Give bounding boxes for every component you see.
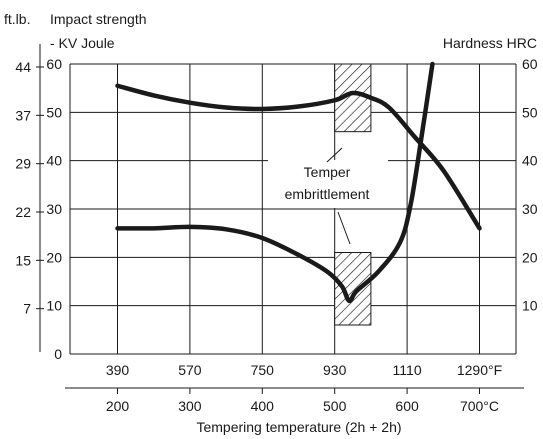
y-left-tick-label: 50 <box>46 104 62 120</box>
axes: 0 10 20 30 40 50 60 7 15 22 29 37 44 10 20 30 40 50 60 390 5… <box>15 44 538 414</box>
temper-embrittlement-annotation: Temper embrittlement <box>268 147 388 245</box>
ftlb-tick-label: 22 <box>15 204 31 220</box>
ftlb-tick-label: 15 <box>15 252 31 268</box>
annotation-leader-upper <box>326 147 343 163</box>
x-celsius-tick-label: 700°C <box>460 398 499 414</box>
y-left-tick-label: 40 <box>46 153 62 169</box>
x-fahrenheit-tick-label: 1110 <box>393 362 422 378</box>
ftlb-tick-label: 44 <box>15 59 31 75</box>
y-left-tick-label: 10 <box>46 298 62 314</box>
x-fahrenheit-tick-label: 930 <box>323 362 347 378</box>
x-fahrenheit-tick-label: 1290°F <box>457 362 502 378</box>
y-right-tick-label: 60 <box>522 56 538 72</box>
shaded-zone-lower <box>334 252 372 326</box>
x-axis-title: Tempering temperature (2h + 2h) <box>196 419 401 435</box>
x-celsius-tick-label: 500 <box>323 398 347 414</box>
y-left-tick-label: 0 <box>54 346 62 362</box>
ftlb-tick-label: 7 <box>23 301 31 317</box>
left-unit-label: ft.lb. <box>4 11 30 27</box>
ftlb-tick-label: 29 <box>15 156 31 172</box>
left-axis-title-line2: - KV Joule <box>50 35 115 51</box>
right-axis-title: Hardness HRC <box>443 35 537 51</box>
annotation-line1: Temper <box>304 164 351 180</box>
x-celsius-tick-label: 200 <box>106 398 130 414</box>
y-right-tick-label: 10 <box>522 298 538 314</box>
series-layer <box>115 61 482 304</box>
ftlb-tick-label: 37 <box>15 107 31 123</box>
y-right-tick-label: 20 <box>522 249 538 265</box>
x-celsius-tick-label: 600 <box>395 398 419 414</box>
x-fahrenheit-tick-label: 570 <box>178 362 202 378</box>
y-left-tick-label: 20 <box>46 249 62 265</box>
x-fahrenheit-tick-label: 390 <box>106 362 130 378</box>
y-right-tick-label: 50 <box>522 104 538 120</box>
y-left-tick-label: 60 <box>46 56 62 72</box>
impact-strength-curve <box>115 61 435 304</box>
hardness-curve <box>115 83 482 231</box>
y-right-tick-label: 30 <box>522 201 538 217</box>
left-axis-title-line1: Impact strength <box>50 11 147 27</box>
x-celsius-tick-label: 400 <box>251 398 275 414</box>
y-right-tick-label: 40 <box>522 153 538 169</box>
y-left-tick-label: 30 <box>46 201 62 217</box>
x-fahrenheit-tick-label: 750 <box>251 362 275 378</box>
x-celsius-tick-label: 300 <box>178 398 202 414</box>
annotation-leader-lower <box>337 211 351 245</box>
annotation-line2: embrittlement <box>285 186 370 202</box>
